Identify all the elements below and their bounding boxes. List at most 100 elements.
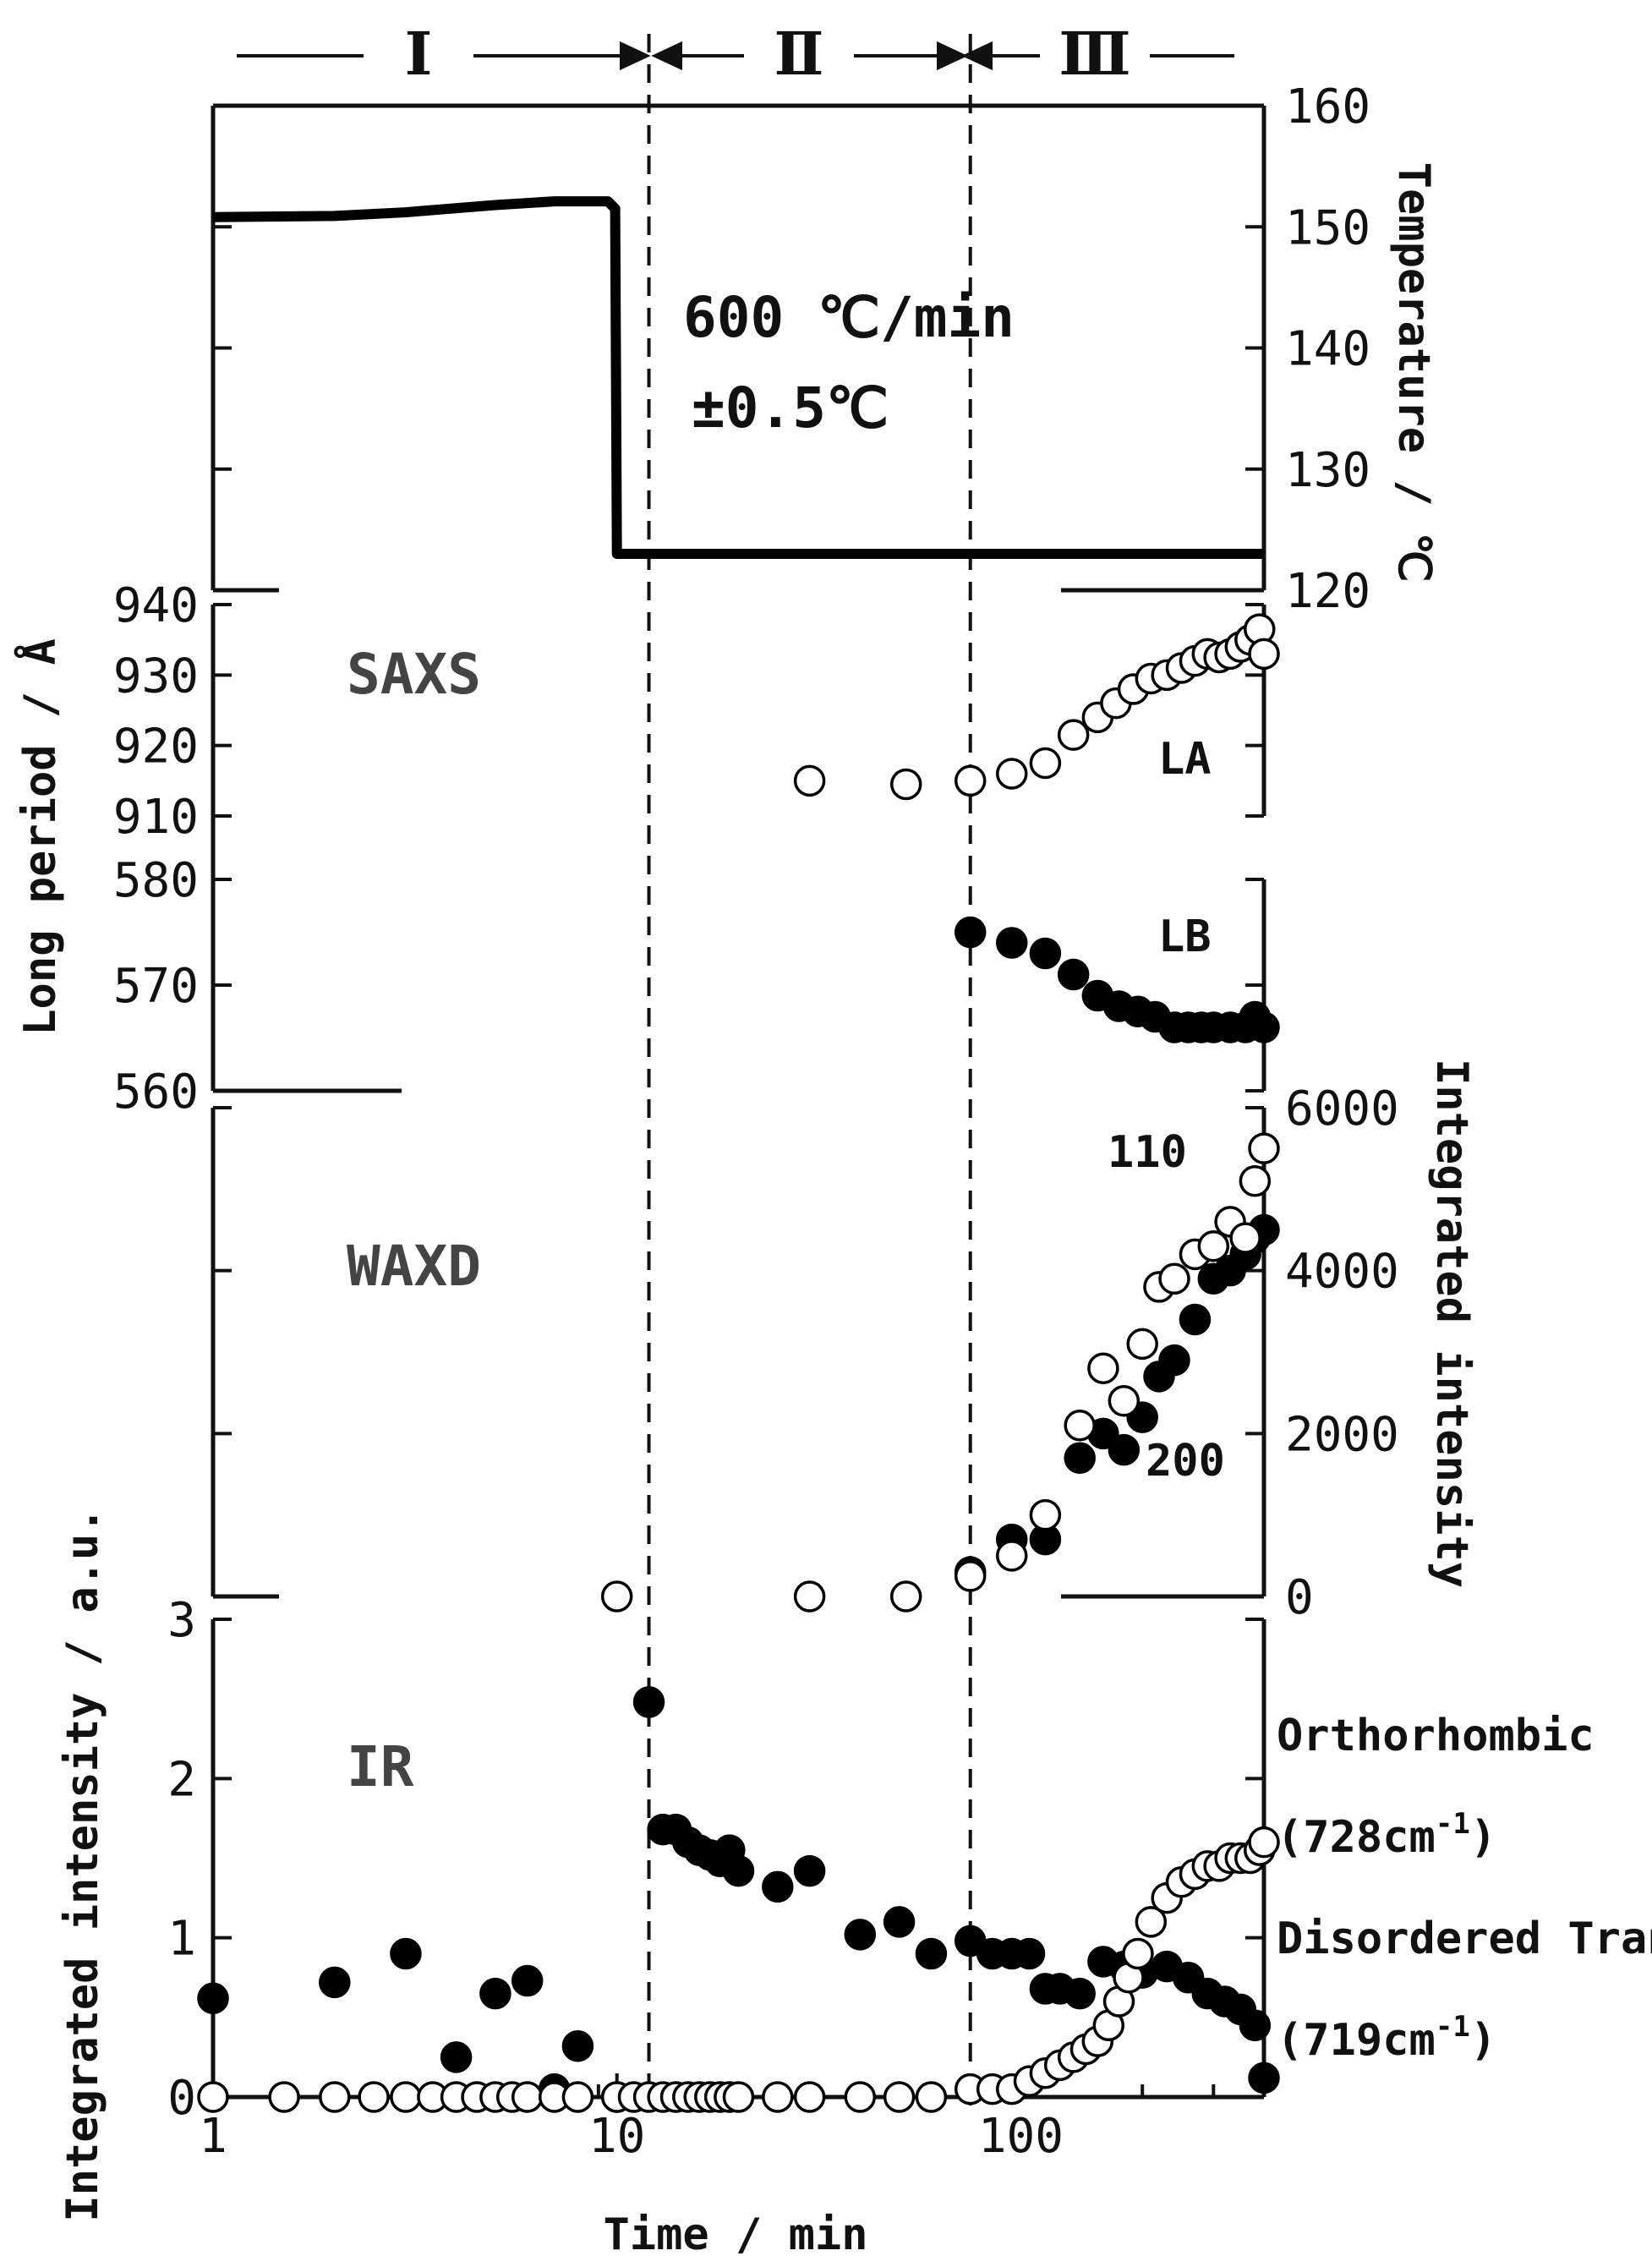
lb-point — [996, 927, 1028, 959]
disordered-trans-point — [319, 1966, 351, 1999]
orthorhombic-point — [762, 2081, 794, 2113]
waxd-110-point — [793, 1580, 826, 1613]
la-tick-label: 910 — [113, 790, 199, 845]
x-axis-label: Time / min — [603, 2209, 867, 2256]
disordered-trans-point — [1013, 1937, 1046, 1970]
disordered-trans-point — [511, 1964, 544, 1997]
waxd-tick-label: 6000 — [1285, 1081, 1399, 1136]
temperature-axis-label: Temperature / ℃ — [1388, 162, 1439, 583]
orthorhombic-point — [561, 2081, 594, 2113]
orthorhombic-wavenumber: (728cm-1) — [1277, 1807, 1496, 1863]
orthorhombic-point — [268, 2081, 300, 2113]
disordered-trans-point — [1064, 1977, 1096, 2010]
waxd-110-point — [1158, 1262, 1190, 1295]
disordered-trans-point — [1239, 2009, 1272, 2041]
disordered-trans-point — [762, 1870, 794, 1903]
lb-tick-label: 580 — [113, 853, 199, 908]
ir-tick-label: 0 — [167, 2071, 196, 2126]
orthorhombic-point — [1248, 1826, 1280, 1859]
phase-label-2: Ⅱ — [774, 19, 824, 89]
temp-tick-label: 130 — [1285, 443, 1370, 498]
disordered-trans-point — [479, 1977, 511, 2010]
la-tick-label: 930 — [113, 649, 199, 704]
tick-labels: 1 10 1001201301401501609109209309405605705… — [113, 79, 1399, 2164]
x-tick-label: 100 — [978, 2109, 1064, 2164]
orthorhombic-point — [1135, 1906, 1168, 1938]
disordered-trans-point — [632, 1686, 665, 1718]
orthorhombic-point — [844, 2081, 877, 2113]
la-point — [996, 758, 1028, 790]
waxd-200-point — [1064, 1442, 1096, 1474]
waxd-panel-label: WAXD — [347, 1234, 481, 1299]
waxd-tick-label: 2000 — [1285, 1407, 1399, 1462]
orthorhombic-point — [511, 2081, 544, 2113]
waxd-110-point — [1248, 1132, 1280, 1164]
la-point — [889, 768, 922, 801]
waxd-200-point — [1179, 1303, 1212, 1336]
phase-header — [237, 41, 1234, 71]
data-markers — [197, 613, 1280, 2113]
lb-point — [954, 916, 987, 949]
ir-tick-label: 1 — [167, 1912, 196, 1967]
waxd-200-point — [1108, 1433, 1141, 1466]
orthorhombic-point — [197, 2081, 229, 2113]
orthorhombic-point — [1122, 1937, 1154, 1970]
phase-label-1: Ⅰ — [405, 19, 433, 89]
disordered-trans-label: Disordered Trans — [1277, 1914, 1652, 1964]
la-point — [1029, 747, 1062, 780]
waxd-110-point — [1229, 1222, 1261, 1254]
lb-label: LB — [1158, 912, 1212, 962]
waxd-110-point — [1064, 1409, 1096, 1442]
la-tick-label: 940 — [113, 578, 199, 633]
orthorhombic-point — [793, 2081, 826, 2113]
integrated-intensity-axis-label: Integrated intensity — [1426, 1059, 1477, 1588]
disordered-trans-point — [197, 1982, 229, 2014]
ir-axis-label: Integrated intensity / a.u. — [57, 1507, 108, 2221]
disordered-trans-point — [883, 1906, 916, 1938]
waxd-110-point — [954, 1560, 987, 1592]
temp-tick-label: 160 — [1285, 79, 1370, 134]
disordered-trans-point — [1248, 2062, 1280, 2094]
ir-tick-label: 3 — [167, 1593, 196, 1648]
la-tick-label: 920 — [113, 720, 199, 775]
ir-panel-label: IR — [347, 1734, 414, 1799]
lb-point — [1029, 937, 1062, 970]
temperature-series — [212, 196, 1264, 560]
temp-tick-label: 150 — [1285, 200, 1370, 255]
orthorhombic-point — [390, 2081, 422, 2113]
temp-tick-label: 120 — [1285, 564, 1370, 619]
orthorhombic-point — [883, 2081, 916, 2113]
waxd-110-point — [1087, 1352, 1119, 1385]
x-tick-label: 1 — [199, 2109, 227, 2164]
saxs-panel-label: SAXS — [347, 642, 481, 707]
disordered-trans-point — [793, 1854, 826, 1887]
phase-boundaries — [647, 34, 972, 2105]
temp-tick-label: 140 — [1285, 322, 1370, 377]
waxd-110-point — [889, 1580, 922, 1613]
lb-point — [1248, 1011, 1280, 1043]
waxd-110-point — [1126, 1328, 1158, 1361]
lb-tick-label: 570 — [113, 959, 199, 1014]
disordered-trans-point — [561, 2029, 594, 2062]
waxd-110-point — [996, 1540, 1028, 1572]
rate-annotation: 600 ℃/min — [683, 285, 1015, 350]
x-tick-label: 10 — [588, 2109, 645, 2164]
waxd-110-point — [1197, 1230, 1230, 1262]
waxd-110-point — [1239, 1164, 1272, 1197]
orthorhombic-point — [722, 2081, 755, 2113]
waxd-tick-label: 0 — [1285, 1570, 1314, 1625]
phase-label-3: Ⅲ — [1058, 19, 1130, 89]
lb-tick-label: 560 — [113, 1065, 199, 1120]
waxd-tick-label: 4000 — [1285, 1245, 1399, 1300]
waxd-110-point — [1108, 1385, 1141, 1417]
orthorhombic-point — [915, 2081, 948, 2113]
disordered-trans-point — [390, 1937, 422, 1970]
la-point — [793, 764, 826, 797]
waxd-200-point — [1158, 1344, 1190, 1377]
temperature-line — [212, 196, 1264, 560]
waxd-110-point — [600, 1580, 633, 1613]
orthorhombic-point — [358, 2081, 390, 2113]
waxd-110-point — [1029, 1498, 1062, 1531]
la-point — [1248, 638, 1280, 671]
